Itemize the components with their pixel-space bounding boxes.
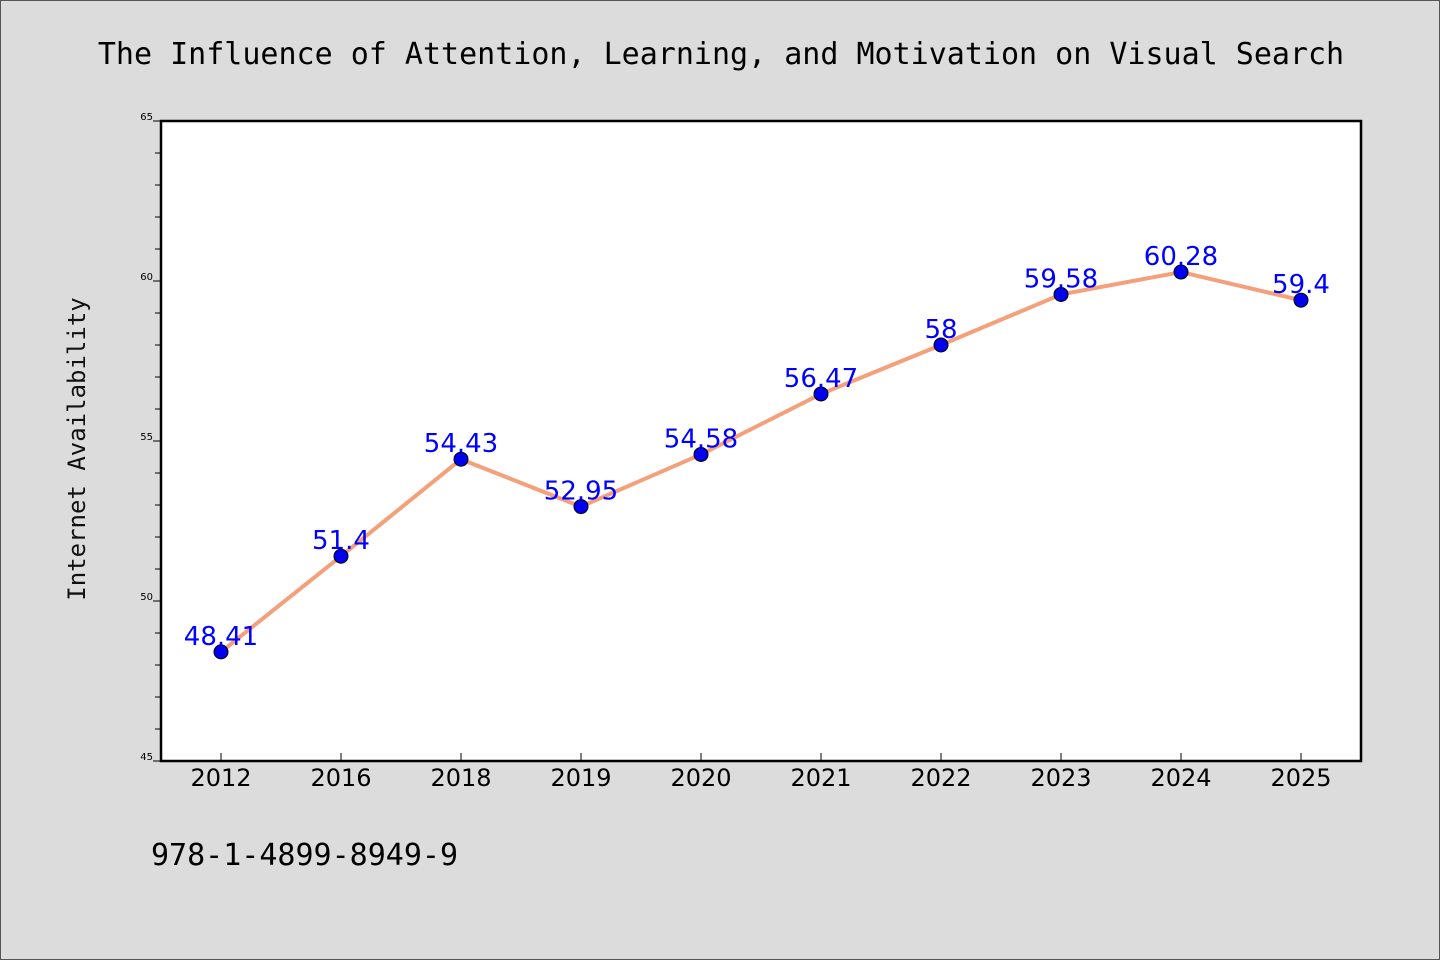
data-point — [573, 499, 589, 515]
data-point — [333, 548, 349, 564]
x-axis-ticks: 2012 2016 2018 2019 2020 2021 2022 2023 2024 2025 — [190, 753, 1332, 792]
data-label: 59.58 — [1024, 264, 1098, 294]
data-label: 54.43 — [424, 429, 498, 459]
data-label: 48.41 — [184, 622, 258, 652]
y-tick-label: 65 — [140, 112, 153, 123]
series-points-group — [213, 264, 1309, 660]
data-point — [213, 644, 229, 660]
y-tick-label: 45 — [140, 752, 153, 763]
x-tick-label: 2012 — [190, 764, 251, 792]
y-axis-ticks: 45 50 55 60 65 — [140, 112, 161, 763]
data-point — [933, 337, 949, 353]
data-point — [1293, 292, 1309, 308]
data-label: 51.4 — [312, 526, 370, 556]
x-tick-label: 2020 — [670, 764, 731, 792]
series-line-group — [219, 270, 1303, 654]
x-tick-label: 2022 — [910, 764, 971, 792]
data-point — [813, 386, 829, 402]
x-tick-label: 2024 — [1150, 764, 1211, 792]
y-tick-label: 50 — [140, 592, 153, 603]
y-tick-label: 60 — [140, 272, 153, 283]
y-axis-label: Internet Availability — [63, 297, 91, 600]
data-label: 58 — [924, 315, 957, 345]
x-tick-label: 2021 — [790, 764, 851, 792]
data-point — [693, 446, 709, 462]
data-point — [1053, 286, 1069, 302]
x-tick-label: 2016 — [310, 764, 371, 792]
data-label: 52.95 — [544, 477, 618, 507]
data-label: 59.4 — [1272, 270, 1330, 300]
series-line — [219, 270, 1303, 654]
x-tick-label: 2023 — [1030, 764, 1091, 792]
data-label: 56.47 — [784, 364, 858, 394]
data-label: 60.28 — [1144, 242, 1218, 272]
data-labels-group: 48.41 51.4 54.43 52.95 54.58 56.47 58 59.58 60.2… — [184, 242, 1330, 652]
chart-title: The Influence of Attention, Learning, an… — [98, 37, 1344, 72]
x-tick-label: 2018 — [430, 764, 491, 792]
plot-area — [159, 119, 1363, 763]
x-tick-label: 2019 — [550, 764, 611, 792]
data-label: 54.58 — [664, 424, 738, 454]
y-tick-label: 55 — [140, 432, 153, 443]
data-point — [453, 451, 469, 467]
data-point — [1173, 264, 1189, 280]
x-tick-label: 2025 — [1270, 764, 1331, 792]
isbn-footer: 978-1-4899-8949-9 — [151, 838, 458, 873]
